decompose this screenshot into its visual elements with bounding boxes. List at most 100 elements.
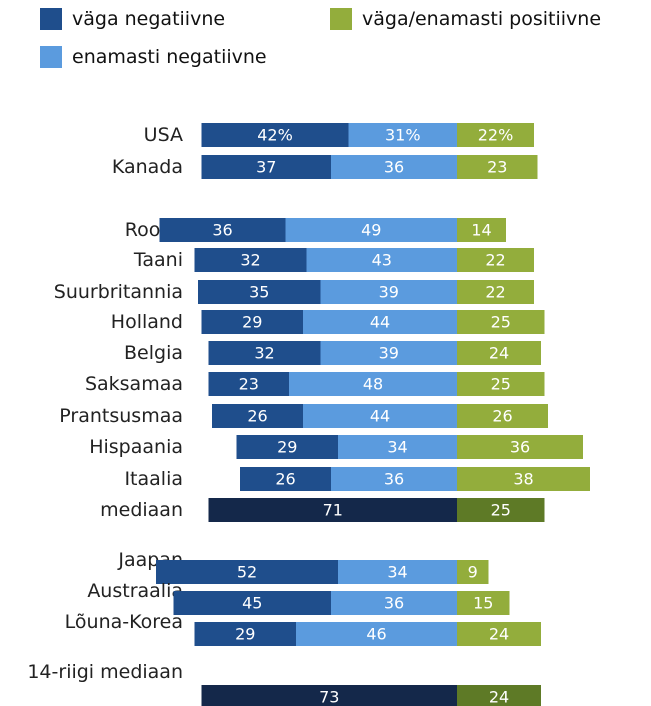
value-label-suurbritannia-mostly-negative: 39 — [379, 283, 399, 302]
value-label-rootsi-positive: 14 — [471, 221, 491, 240]
value-label-itaalia-mostly-negative: 36 — [384, 470, 404, 489]
bar-kanada-very-negative — [201, 155, 331, 179]
bar-taani-very-negative — [194, 248, 307, 272]
value-label-belgia-positive: 24 — [489, 344, 509, 363]
bar-saksamaa-very-negative — [208, 372, 289, 396]
category-label-suurbritannia: Suurbritannia — [54, 281, 183, 303]
bar-kanada-mostly-negative — [331, 155, 457, 179]
value-label-kanada-very-negative: 37 — [256, 158, 276, 177]
value-label-prantsusmaa-very-negative: 26 — [247, 407, 267, 426]
bar-suurbritannia-very-negative — [198, 280, 321, 304]
value-label-itaalia-positive: 38 — [513, 470, 533, 489]
bar-belgia-very-negative — [208, 341, 321, 365]
bar-rootsi-mostly-negative — [285, 218, 457, 242]
bar-austraalia-very-negative — [173, 591, 331, 615]
bar-saksamaa-mostly-negative — [289, 372, 457, 396]
value-label-saksamaa-positive: 25 — [491, 375, 511, 394]
value-label-austraalia-positive: 15 — [473, 594, 493, 613]
bar-rootsi-very-negative — [159, 218, 286, 242]
bar-rootsi-positive — [457, 218, 506, 242]
value-label-holland-mostly-negative: 44 — [370, 313, 390, 332]
bar-itaalia-mostly-negative — [331, 467, 457, 491]
value-label-louna-korea-mostly-negative: 46 — [366, 625, 386, 644]
value-label-rootsi-mostly-negative: 49 — [361, 221, 381, 240]
category-label-austraalia: Austraalia — [87, 580, 183, 602]
bar-itaalia-very-negative — [240, 467, 331, 491]
category-label-saksamaa: Saksamaa — [85, 373, 183, 395]
bar-louna-korea-mostly-negative — [296, 622, 457, 646]
bar-holland-positive — [457, 310, 545, 334]
bar-prantsusmaa-positive — [457, 404, 548, 428]
bar-saksamaa-positive — [457, 372, 545, 396]
legend-swatch-positive — [330, 8, 352, 30]
value-label-austraalia-mostly-negative: 36 — [384, 594, 404, 613]
bar-hispaania-positive — [457, 435, 583, 459]
category-label-kanada: Kanada — [112, 156, 183, 178]
value-label-mediaan-positive: 25 — [491, 501, 511, 520]
value-label-belgia-very-negative: 32 — [254, 344, 274, 363]
category-label-holland: Holland — [111, 311, 183, 333]
bar-belgia-mostly-negative — [320, 341, 457, 365]
category-label-prantsusmaa: Prantsusmaa — [59, 405, 183, 427]
bar-prantsusmaa-very-negative — [212, 404, 303, 428]
value-label-taani-very-negative: 32 — [240, 251, 260, 270]
category-label-itaalia: Itaalia — [124, 468, 183, 490]
bar-jaapan-very-negative — [156, 560, 338, 584]
legend: väga negatiivne enamasti negatiivne väga… — [0, 0, 651, 80]
value-label-rootsi-very-negative: 36 — [212, 221, 232, 240]
value-label-prantsusmaa-positive: 26 — [492, 407, 512, 426]
value-label-itaalia-very-negative: 26 — [275, 470, 295, 489]
value-label-usa-very-negative: 42% — [257, 126, 293, 145]
value-label-taani-positive: 22 — [485, 251, 505, 270]
category-label-hispaania: Hispaania — [89, 436, 183, 458]
bar-jaapan-positive — [457, 560, 489, 584]
value-label-14-riigi-mediaan-negative: 73 — [319, 688, 339, 706]
value-label-usa-positive: 22% — [478, 126, 514, 145]
value-label-hispaania-very-negative: 29 — [277, 438, 297, 457]
value-label-kanada-mostly-negative: 36 — [384, 158, 404, 177]
value-label-holland-positive: 25 — [491, 313, 511, 332]
legend-swatch-mostly-negative — [40, 46, 62, 68]
bar-holland-very-negative — [201, 310, 303, 334]
value-label-hispaania-positive: 36 — [510, 438, 530, 457]
bar-jaapan-mostly-negative — [338, 560, 457, 584]
bar-14-riigi-mediaan-positive — [457, 685, 541, 706]
category-label-louna-korea: Lõuna-Korea — [65, 611, 183, 633]
legend-item-very-negative: väga negatiivne — [40, 8, 225, 30]
bar-usa-mostly-negative — [348, 123, 457, 147]
value-label-14-riigi-mediaan-positive: 24 — [489, 688, 509, 706]
value-label-jaapan-very-negative: 52 — [237, 563, 257, 582]
bar-mediaan-negative — [208, 498, 457, 522]
value-label-saksamaa-mostly-negative: 48 — [363, 375, 383, 394]
value-label-jaapan-mostly-negative: 34 — [387, 563, 407, 582]
bar-itaalia-positive — [457, 467, 590, 491]
bar-suurbritannia-positive — [457, 280, 534, 304]
bar-holland-mostly-negative — [303, 310, 457, 334]
bar-hispaania-very-negative — [236, 435, 338, 459]
bar-hispaania-mostly-negative — [338, 435, 457, 459]
bar-14-riigi-mediaan-negative — [201, 685, 457, 706]
bar-taani-mostly-negative — [306, 248, 457, 272]
bar-austraalia-mostly-negative — [331, 591, 457, 615]
bar-louna-korea-very-negative — [194, 622, 296, 646]
value-label-prantsusmaa-mostly-negative: 44 — [370, 407, 390, 426]
bar-taani-positive — [457, 248, 534, 272]
legend-item-positive: väga/enamasti positiivne — [330, 8, 601, 30]
legend-label-very-negative: väga negatiivne — [72, 8, 226, 30]
value-label-louna-korea-very-negative: 29 — [235, 625, 255, 644]
value-label-hispaania-mostly-negative: 34 — [387, 438, 407, 457]
category-label-belgia: Belgia — [124, 342, 183, 364]
category-label-14-riigi-mediaan: 14-riigi mediaan — [27, 661, 183, 683]
bar-belgia-positive — [457, 341, 541, 365]
value-label-mediaan-negative: 71 — [323, 501, 343, 520]
value-label-austraalia-very-negative: 45 — [242, 594, 262, 613]
value-label-kanada-positive: 23 — [487, 158, 507, 177]
legend-item-mostly-negative: enamasti negatiivne — [40, 46, 267, 68]
value-label-suurbritannia-very-negative: 35 — [249, 283, 269, 302]
value-label-jaapan-positive: 9 — [468, 563, 478, 582]
value-label-usa-mostly-negative: 31% — [385, 126, 421, 145]
category-label-mediaan: mediaan — [100, 499, 183, 521]
value-label-saksamaa-very-negative: 23 — [239, 375, 259, 394]
legend-swatch-very-negative — [40, 8, 62, 30]
